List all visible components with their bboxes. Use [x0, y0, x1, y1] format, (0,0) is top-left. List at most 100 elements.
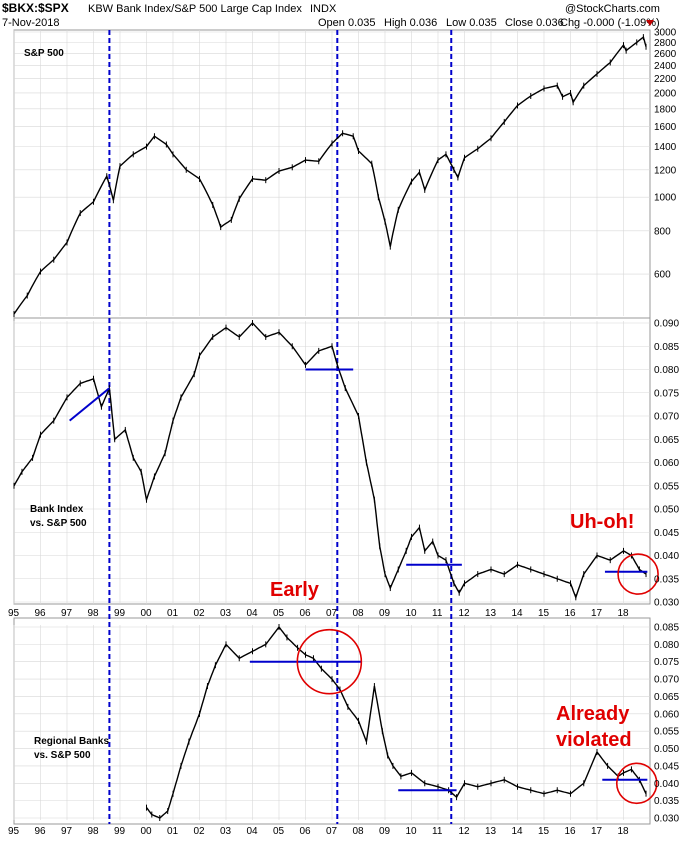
xtick-label-mid: 00 — [141, 608, 153, 619]
regional-panel-label-2: vs. S&P 500 — [34, 750, 91, 761]
early-annotation: Early — [270, 579, 320, 601]
xtick-label-mid: 12 — [459, 608, 471, 619]
xtick-label-bottom: 11 — [432, 826, 443, 837]
xtick-label-bottom: 00 — [141, 826, 153, 837]
xtick-label-bottom: 15 — [538, 826, 550, 837]
xtick-label-bottom: 10 — [406, 826, 418, 837]
xtick-label-bottom: 16 — [565, 826, 577, 837]
bank-ytick-label: 0.045 — [654, 528, 679, 539]
bank-ytick-label: 0.055 — [654, 481, 679, 492]
xtick-label-mid: 15 — [538, 608, 550, 619]
xtick-label-mid: 95 — [8, 608, 20, 619]
highlight-circle — [617, 553, 659, 595]
spx-ytick-label: 2200 — [654, 74, 677, 85]
bank-ytick-label: 0.080 — [654, 365, 679, 376]
bank-series-line — [13, 321, 647, 600]
xtick-label-mid: 02 — [194, 608, 206, 619]
xtick-label-mid: 17 — [591, 608, 603, 619]
spx-series-line — [13, 35, 647, 315]
xtick-label-bottom: 04 — [247, 826, 259, 837]
xtick-label-mid: 10 — [406, 608, 418, 619]
xtick-label-bottom: 97 — [61, 826, 73, 837]
xtick-label-bottom: 98 — [88, 826, 100, 837]
regional-ytick-label: 0.040 — [654, 779, 679, 790]
xtick-label-mid: 09 — [379, 608, 391, 619]
xtick-label-mid: 98 — [88, 608, 100, 619]
spx-ytick-label: 1200 — [654, 165, 677, 176]
symbol-text: $BKX:$SPX — [2, 1, 69, 15]
xtick-label-bottom: 17 — [591, 826, 603, 837]
xtick-label-mid: 14 — [512, 608, 524, 619]
xtick-label-bottom: 18 — [618, 826, 630, 837]
high-text: High 0.036 — [384, 17, 437, 29]
xtick-label-bottom: 12 — [459, 826, 471, 837]
bank-panel-label-2: vs. S&P 500 — [30, 518, 87, 529]
bank-panel-label-1: Bank Index — [30, 504, 84, 515]
description-text: KBW Bank Index/S&P 500 Large Cap Index — [88, 3, 302, 15]
xtick-label-mid: 05 — [273, 608, 285, 619]
bank-ytick-label: 0.075 — [654, 388, 679, 399]
regional-ytick-label: 0.045 — [654, 761, 679, 772]
xtick-label-mid: 06 — [300, 608, 312, 619]
date-text: 7-Nov-2018 — [2, 17, 59, 29]
xtick-label-bottom: 95 — [8, 826, 20, 837]
xtick-label-bottom: 01 — [167, 826, 179, 837]
spx-ytick-label: 1600 — [654, 122, 677, 133]
spx-ytick-label: 2800 — [654, 38, 677, 49]
brand-text: @StockCharts.com — [565, 3, 660, 15]
spx-ytick-label: 600 — [654, 270, 671, 281]
series-layer — [13, 34, 647, 821]
bank-ytick-label: 0.085 — [654, 342, 679, 353]
bank-ytick-label: 0.070 — [654, 412, 679, 423]
regional-panel-label-1: Regional Banks — [34, 736, 109, 747]
xtick-label-bottom: 13 — [485, 826, 497, 837]
xtick-label-mid: 11 — [432, 608, 443, 619]
highlight-circle — [296, 628, 363, 695]
bank-ytick-label: 0.060 — [654, 458, 679, 469]
spx-ytick-label: 2000 — [654, 88, 677, 99]
bank-ytick-label: 0.050 — [654, 505, 679, 516]
bank-ytick-label: 0.035 — [654, 574, 679, 585]
xtick-label-mid: 99 — [114, 608, 126, 619]
xtick-label-mid: 08 — [353, 608, 365, 619]
spx-ytick-label: 1800 — [654, 104, 677, 115]
xtick-label-bottom: 08 — [353, 826, 365, 837]
close-text: Close 0.036 — [505, 17, 564, 29]
exchange-text: INDX — [310, 3, 337, 15]
regional-ytick-label: 0.035 — [654, 796, 679, 807]
xtick-label-bottom: 05 — [273, 826, 285, 837]
bank-ytick-label: 0.040 — [654, 551, 679, 562]
spx-ytick-label: 1400 — [654, 142, 677, 153]
spx-ytick-label: 2600 — [654, 49, 677, 60]
spx-ytick-label: 3000 — [654, 28, 677, 39]
spx-ytick-label: 2400 — [654, 61, 677, 72]
overlay-layer — [69, 368, 659, 805]
regional-series-line — [145, 625, 647, 819]
bank-ytick-label: 0.030 — [654, 598, 679, 609]
regional-ytick-label: 0.030 — [654, 814, 679, 825]
xtick-label-mid: 03 — [220, 608, 232, 619]
regional-ytick-label: 0.075 — [654, 657, 679, 668]
xtick-label-bottom: 99 — [114, 826, 126, 837]
regional-ytick-label: 0.060 — [654, 709, 679, 720]
open-text: Open 0.035 — [318, 17, 376, 29]
spx-ytick-label: 800 — [654, 226, 671, 237]
xtick-label-bottom: 96 — [35, 826, 47, 837]
xtick-label-mid: 07 — [326, 608, 338, 619]
grid-layer — [13, 30, 650, 820]
bank-trendline — [69, 387, 111, 422]
xtick-label-bottom: 09 — [379, 826, 391, 837]
tick-label-layer: 3000280026002400220020001800160014001200… — [8, 28, 679, 838]
already-annotation: Already — [556, 703, 630, 725]
spx-panel-label: S&P 500 — [24, 48, 64, 59]
regional-ytick-label: 0.070 — [654, 675, 679, 686]
xtick-label-mid: 13 — [485, 608, 497, 619]
spx-ytick-label: 1000 — [654, 193, 677, 204]
xtick-label-mid: 96 — [35, 608, 47, 619]
bank-ytick-label: 0.090 — [654, 319, 679, 330]
chg-text: Chg -0.000 (-1.09%) — [560, 17, 660, 29]
regional-ytick-label: 0.085 — [654, 623, 679, 634]
xtick-label-bottom: 06 — [300, 826, 312, 837]
xtick-label-mid: 18 — [618, 608, 630, 619]
regional-ytick-label: 0.080 — [654, 640, 679, 651]
